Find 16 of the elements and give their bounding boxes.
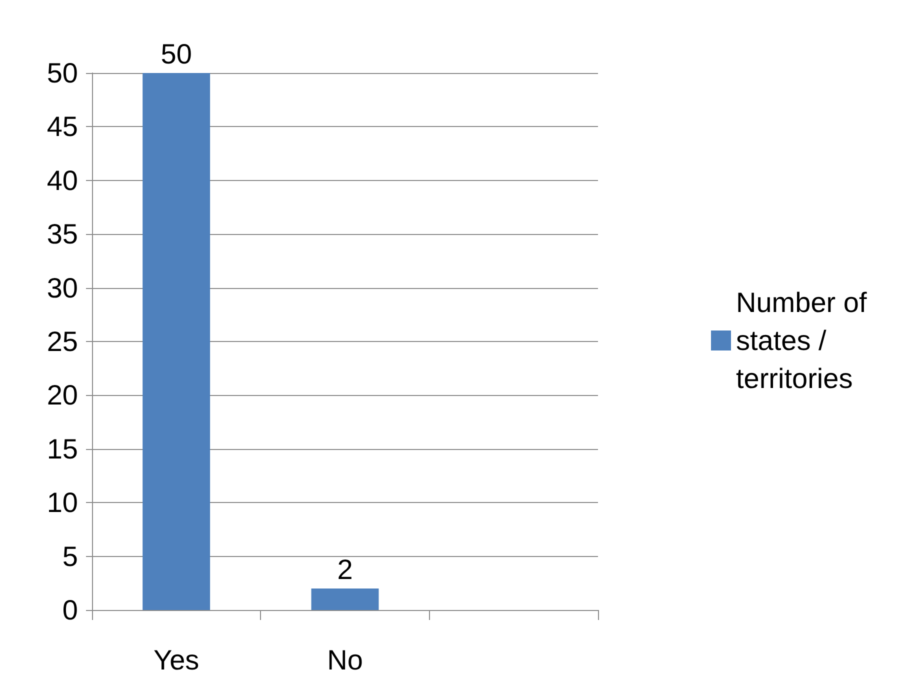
y-tick-label: 30	[46, 272, 78, 304]
y-tick-label: 35	[46, 218, 78, 250]
legend-label: Number of states / territories	[736, 287, 874, 394]
data-label: 50	[160, 38, 192, 70]
y-tick-label: 40	[46, 164, 78, 196]
y-tick-label: 5	[62, 540, 78, 572]
y-tick-label: 50	[46, 58, 78, 88]
x-tick-label: No	[327, 644, 363, 676]
y-tick-label: 45	[46, 111, 78, 142]
y-tick-label: 25	[46, 326, 78, 357]
y-tick-label: 0	[62, 594, 78, 626]
y-tick-label: 15	[46, 433, 78, 464]
data-label: 2	[337, 554, 353, 586]
y-tick-label: 10	[46, 487, 78, 518]
x-tick-label: Yes	[153, 644, 200, 676]
y-tick-label: 20	[46, 380, 78, 411]
